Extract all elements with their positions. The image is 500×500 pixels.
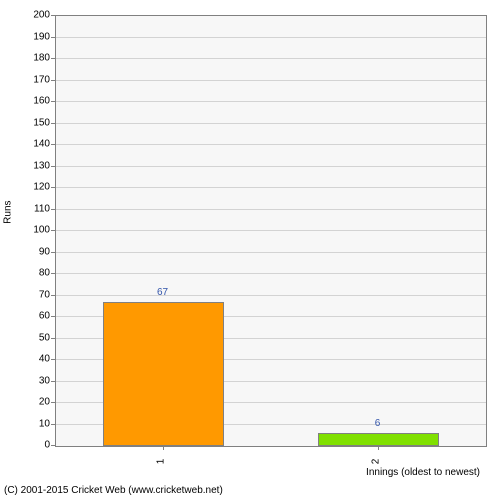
ytick-mark <box>51 166 55 167</box>
ytick-mark <box>51 37 55 38</box>
ytick-mark <box>51 445 55 446</box>
xtick-label: 2 <box>370 459 381 465</box>
gridline <box>56 144 486 145</box>
gridline <box>56 230 486 231</box>
xtick-label: 1 <box>155 459 166 465</box>
gridline <box>56 187 486 188</box>
ytick-label: 100 <box>20 225 50 236</box>
ytick-mark <box>51 273 55 274</box>
ytick-mark <box>51 338 55 339</box>
ytick-mark <box>51 187 55 188</box>
gridline <box>56 295 486 296</box>
x-axis-label: Innings (oldest to newest) <box>366 467 480 478</box>
ytick-mark <box>51 252 55 253</box>
gridline <box>56 80 486 81</box>
bar <box>318 433 438 446</box>
ytick-label: 190 <box>20 31 50 42</box>
ytick-mark <box>51 58 55 59</box>
ytick-mark <box>51 402 55 403</box>
ytick-mark <box>51 80 55 81</box>
ytick-mark <box>51 101 55 102</box>
ytick-mark <box>51 123 55 124</box>
copyright-text: (C) 2001-2015 Cricket Web (www.cricketwe… <box>4 485 223 496</box>
bar-value-label: 67 <box>157 287 168 298</box>
ytick-mark <box>51 316 55 317</box>
ytick-label: 130 <box>20 160 50 171</box>
ytick-label: 60 <box>20 311 50 322</box>
ytick-label: 20 <box>20 397 50 408</box>
ytick-label: 160 <box>20 96 50 107</box>
ytick-mark <box>51 295 55 296</box>
ytick-label: 70 <box>20 289 50 300</box>
ytick-mark <box>51 144 55 145</box>
chart-container: Runs Innings (oldest to newest) (C) 2001… <box>0 0 500 500</box>
ytick-label: 120 <box>20 182 50 193</box>
ytick-label: 180 <box>20 53 50 64</box>
ytick-label: 150 <box>20 117 50 128</box>
gridline <box>56 252 486 253</box>
xtick-mark <box>163 446 164 450</box>
ytick-mark <box>51 424 55 425</box>
ytick-mark <box>51 230 55 231</box>
ytick-label: 10 <box>20 418 50 429</box>
ytick-label: 140 <box>20 139 50 150</box>
y-axis-label: Runs <box>3 200 14 223</box>
ytick-label: 50 <box>20 332 50 343</box>
bar <box>103 302 223 446</box>
ytick-label: 110 <box>20 203 50 214</box>
gridline <box>56 209 486 210</box>
ytick-label: 80 <box>20 268 50 279</box>
plot-area <box>55 15 487 447</box>
ytick-label: 90 <box>20 246 50 257</box>
ytick-mark <box>51 15 55 16</box>
ytick-mark <box>51 359 55 360</box>
bar-value-label: 6 <box>375 418 381 429</box>
gridline <box>56 37 486 38</box>
ytick-mark <box>51 381 55 382</box>
ytick-label: 170 <box>20 74 50 85</box>
gridline <box>56 273 486 274</box>
gridline <box>56 166 486 167</box>
xtick-mark <box>378 446 379 450</box>
gridline <box>56 123 486 124</box>
ytick-label: 0 <box>20 440 50 451</box>
gridline <box>56 58 486 59</box>
ytick-label: 30 <box>20 375 50 386</box>
ytick-label: 40 <box>20 354 50 365</box>
gridline <box>56 101 486 102</box>
ytick-mark <box>51 209 55 210</box>
ytick-label: 200 <box>20 10 50 21</box>
